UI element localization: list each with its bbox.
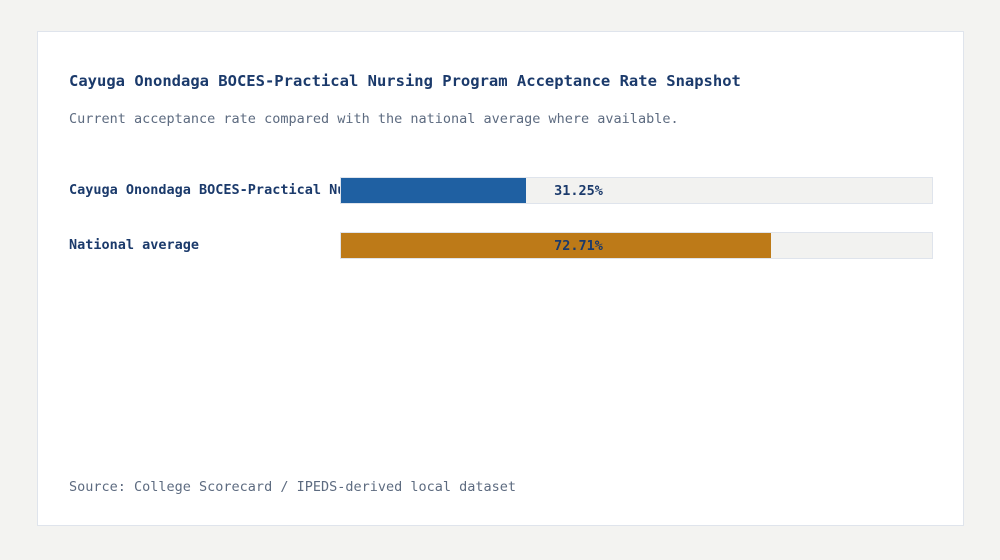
bar-track: 72.71% bbox=[340, 232, 933, 259]
bar-row: National average 72.71% bbox=[69, 232, 933, 259]
bar-fill-institution bbox=[341, 178, 526, 203]
chart-source-footer: Source: College Scorecard / IPEDS-derive… bbox=[69, 479, 517, 495]
bar-value-label: 72.71% bbox=[554, 238, 603, 254]
page-title: Cayuga Onondaga BOCES-Practical Nursing … bbox=[69, 72, 741, 90]
bar-row: Cayuga Onondaga BOCES-Practical Nursing … bbox=[69, 177, 933, 204]
chart-card: Cayuga Onondaga BOCES-Practical Nursing … bbox=[37, 31, 964, 526]
bar-value-label: 31.25% bbox=[554, 183, 603, 199]
bar-row-label: National average bbox=[69, 237, 200, 253]
bar-fill-national bbox=[341, 233, 771, 258]
bar-track: 31.25% bbox=[340, 177, 933, 204]
chart-subtitle: Current acceptance rate compared with th… bbox=[69, 111, 679, 127]
